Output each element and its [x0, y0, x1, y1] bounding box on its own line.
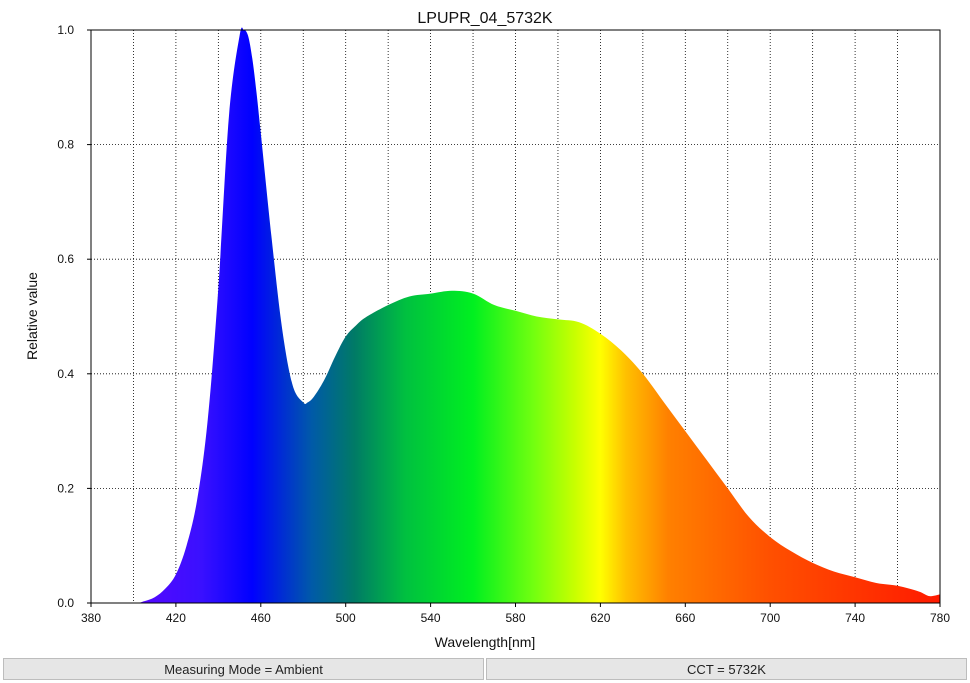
y-tick-label: 0.6	[57, 252, 74, 266]
x-tick-label: 620	[590, 611, 610, 625]
x-tick-label: 460	[251, 611, 271, 625]
cct-status: CCT = 5732K	[486, 658, 967, 680]
x-tick-labels: 380 420 460 500 540 580 620 660 700 740 780	[81, 603, 950, 625]
y-tick-label: 0.0	[57, 596, 74, 610]
x-tick-label: 700	[760, 611, 780, 625]
x-tick-label: 740	[845, 611, 865, 625]
x-tick-label: 500	[336, 611, 356, 625]
x-tick-label: 660	[675, 611, 695, 625]
spectrum-chart: LPUPR_04_5732K 380 420 460 500 540 580 620 660 7…	[24, 10, 950, 650]
y-tick-label: 0.8	[57, 138, 74, 152]
measuring-mode-status: Measuring Mode = Ambient	[3, 658, 484, 680]
y-tick-label: 1.0	[57, 23, 74, 37]
cct-text: CCT = 5732K	[687, 661, 766, 677]
x-tick-label: 780	[930, 611, 950, 625]
y-axis-label: Relative value	[24, 272, 40, 360]
x-tick-label: 380	[81, 611, 101, 625]
x-tick-label: 540	[421, 611, 441, 625]
y-tick-labels: 0.0 0.2 0.4 0.6 0.8 1.0	[57, 23, 91, 610]
spectrum-area	[91, 27, 940, 603]
x-tick-label: 420	[166, 611, 186, 625]
x-tick-label: 580	[505, 611, 525, 625]
measuring-mode-text: Measuring Mode = Ambient	[164, 661, 323, 677]
y-tick-label: 0.2	[57, 481, 74, 495]
y-tick-label: 0.4	[57, 367, 74, 381]
chart-title: LPUPR_04_5732K	[417, 10, 553, 27]
x-axis-label: Wavelength[nm]	[435, 634, 536, 650]
